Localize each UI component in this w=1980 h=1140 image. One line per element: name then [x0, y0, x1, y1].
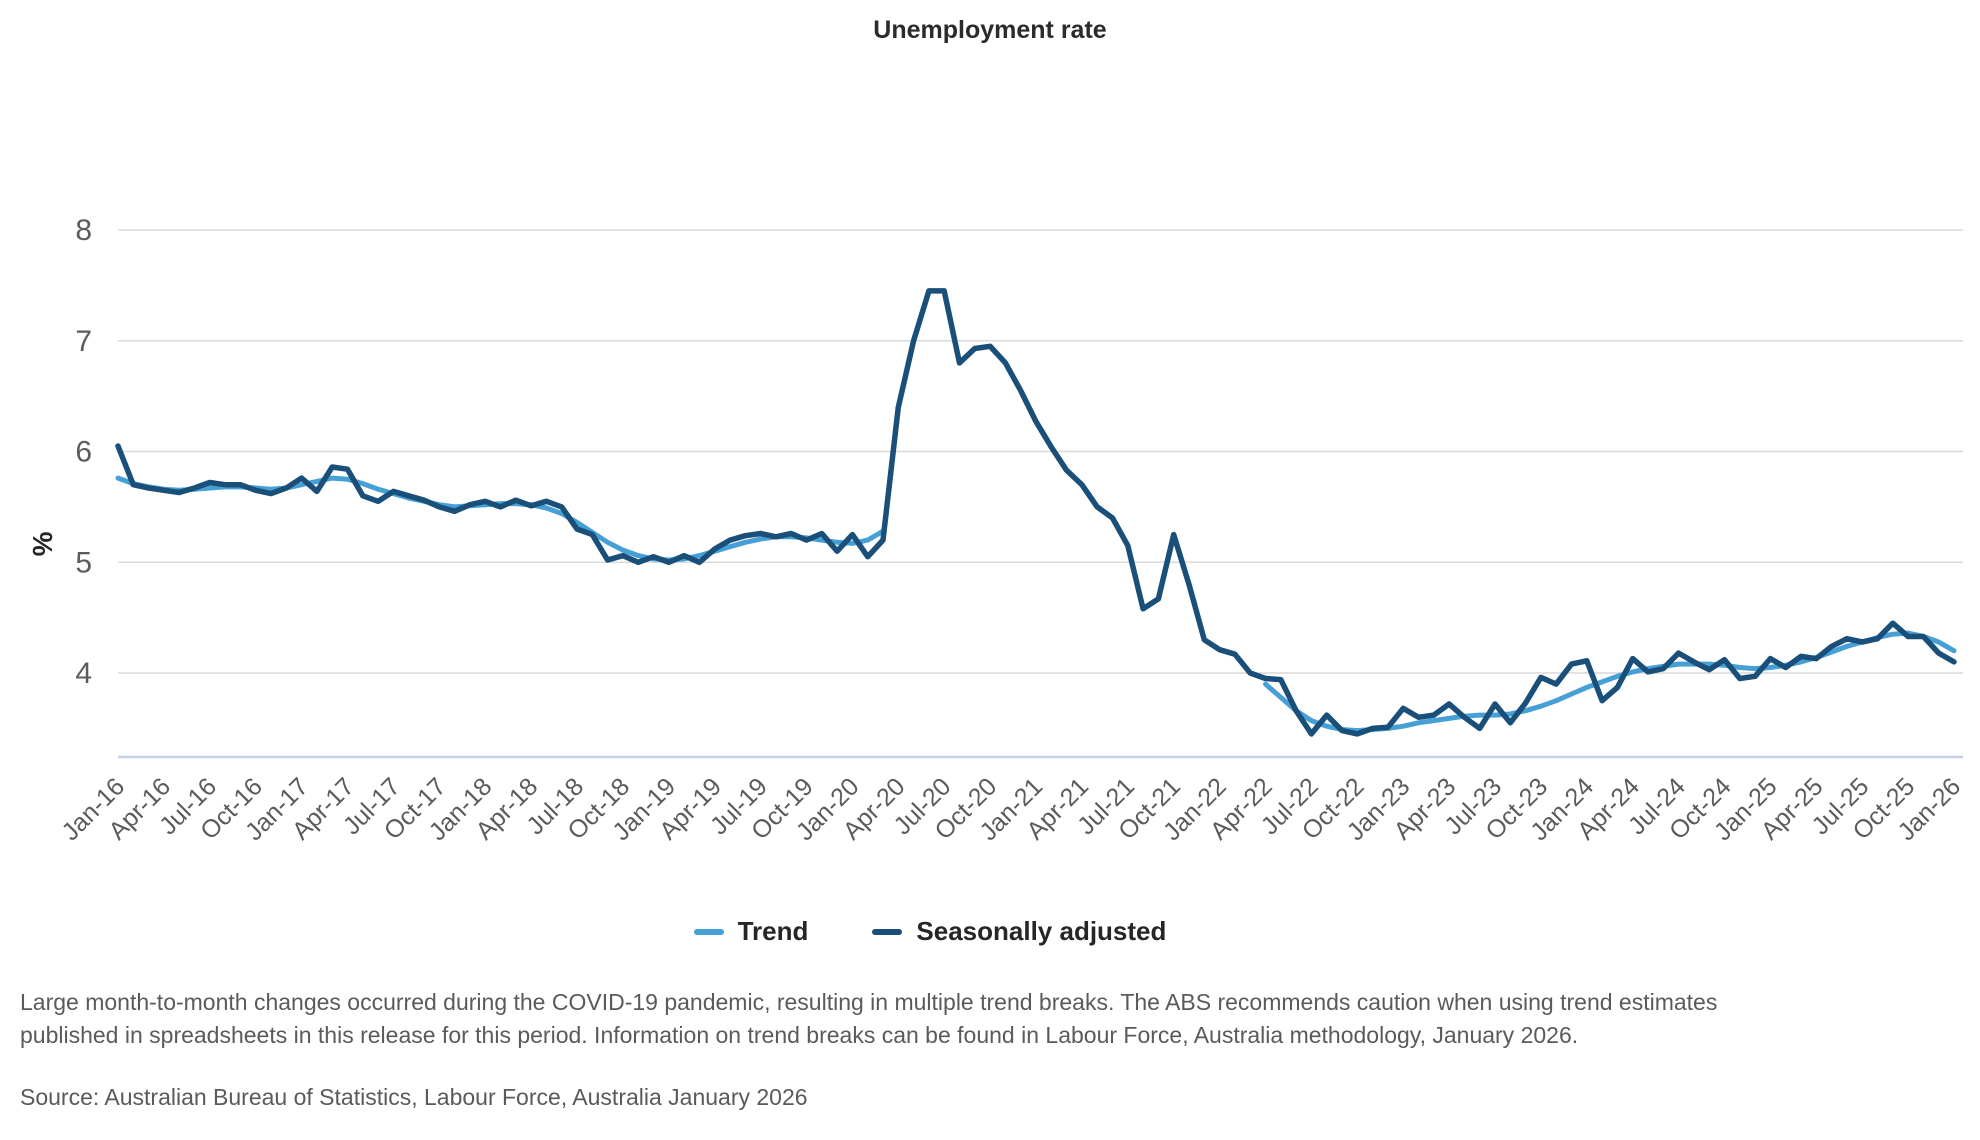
legend-item-trend: Trend [693, 916, 809, 947]
legend-label-seasonally-adjusted: Seasonally adjusted [916, 916, 1167, 946]
footnote-line2: published in spreadsheets in this releas… [20, 1022, 1579, 1049]
y-tick-label-7: 7 [75, 325, 92, 358]
y-tick-label-6: 6 [75, 436, 92, 469]
trend-line [115, 475, 886, 563]
y-tick-label-8: 8 [75, 214, 92, 247]
seasonally-adjusted-line-swatch [872, 928, 903, 935]
y-tick-label-5: 5 [75, 546, 92, 579]
unemployment-rate-chart: 87654%Jan-16Apr-16Jul-16Oct-16Jan-17Apr-… [27, 214, 1966, 846]
legend-item-seasonally-adjusted: Seasonally adjusted [872, 916, 1166, 947]
y-tick-label-4: 4 [75, 657, 92, 690]
source-text: Source: Australian Bureau of Statistics,… [20, 1084, 808, 1110]
footnote: Large month-to-month changes occurred du… [20, 986, 1720, 1053]
legend-label-trend: Trend [737, 916, 809, 946]
trend-line [1263, 630, 1957, 734]
y-axis-label: % [27, 531, 58, 556]
seasonally-adjusted-line [115, 288, 1957, 737]
footnote-line1: Large month-to-month changes occurred du… [20, 989, 1718, 1015]
trend-line-swatch [693, 928, 724, 935]
legend: Trend Seasonally adjusted [0, 916, 1860, 947]
chart-title: Unemployment rate [873, 16, 1107, 44]
